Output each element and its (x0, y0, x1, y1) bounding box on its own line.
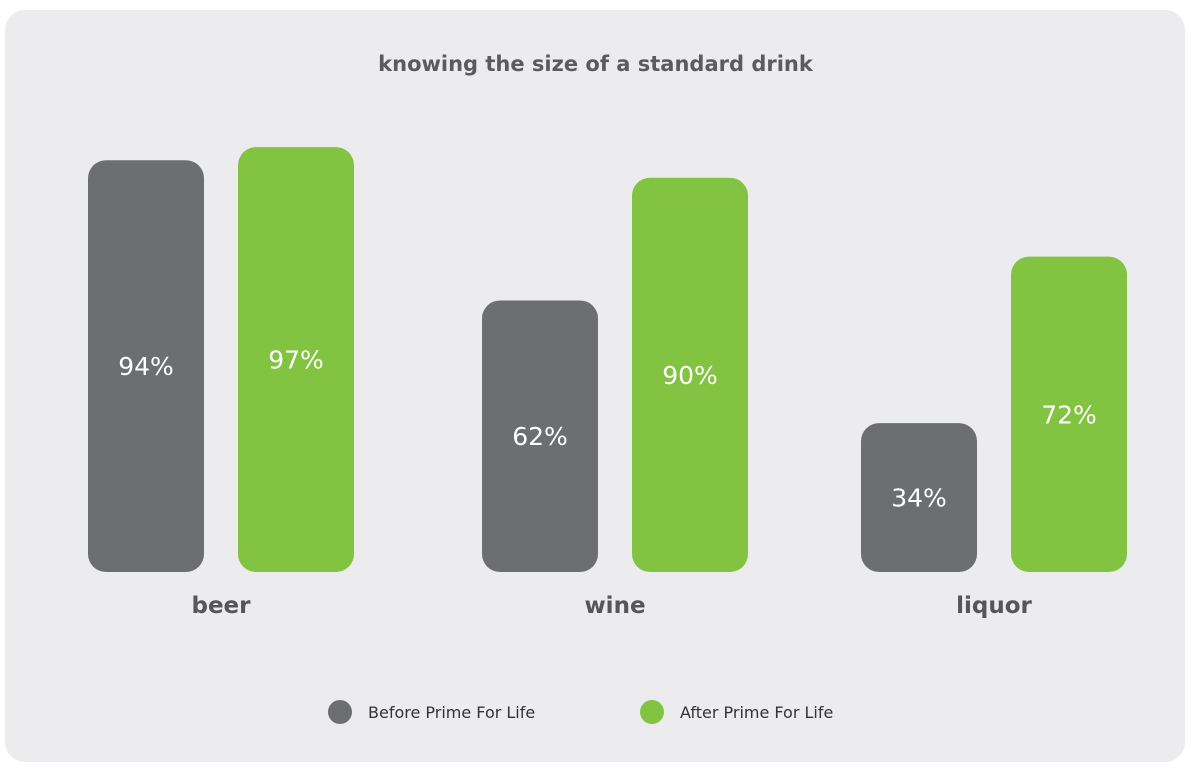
legend-item-after: After Prime For Life (640, 700, 833, 724)
bar-value-label: 34% (891, 484, 947, 513)
bar-value-label: 62% (512, 422, 568, 451)
legend-item-before: Before Prime For Life (328, 700, 535, 724)
chart-legend: Before Prime For Life After Prime For Li… (0, 700, 1191, 730)
bar-value-label: 90% (662, 361, 718, 390)
category-label-wine: wine (584, 593, 645, 619)
bar-beer-after (238, 147, 354, 572)
bar-wine-after (632, 177, 748, 573)
bar-beer-before (88, 160, 204, 572)
legend-label-before: Before Prime For Life (368, 702, 536, 722)
bar-value-label: 94% (118, 352, 174, 381)
chart-title: knowing the size of a standard drink (378, 52, 813, 76)
category-label-liquor: liquor (956, 593, 1032, 619)
legend-swatch-before (328, 700, 352, 724)
bar-value-label: 72% (1041, 400, 1097, 429)
bar-wine-before (482, 300, 598, 572)
legend-swatch-after (640, 700, 664, 724)
bar-liquor-before (861, 423, 977, 572)
bar-liquor-after (1011, 256, 1127, 572)
category-label-beer: beer (191, 593, 251, 619)
bar-value-label: 97% (268, 346, 324, 375)
bar-chart: 94% 97% beer 62% 90% wine 34% 72% liquor (88, 147, 1127, 619)
legend-label-after: After Prime For Life (680, 702, 834, 722)
